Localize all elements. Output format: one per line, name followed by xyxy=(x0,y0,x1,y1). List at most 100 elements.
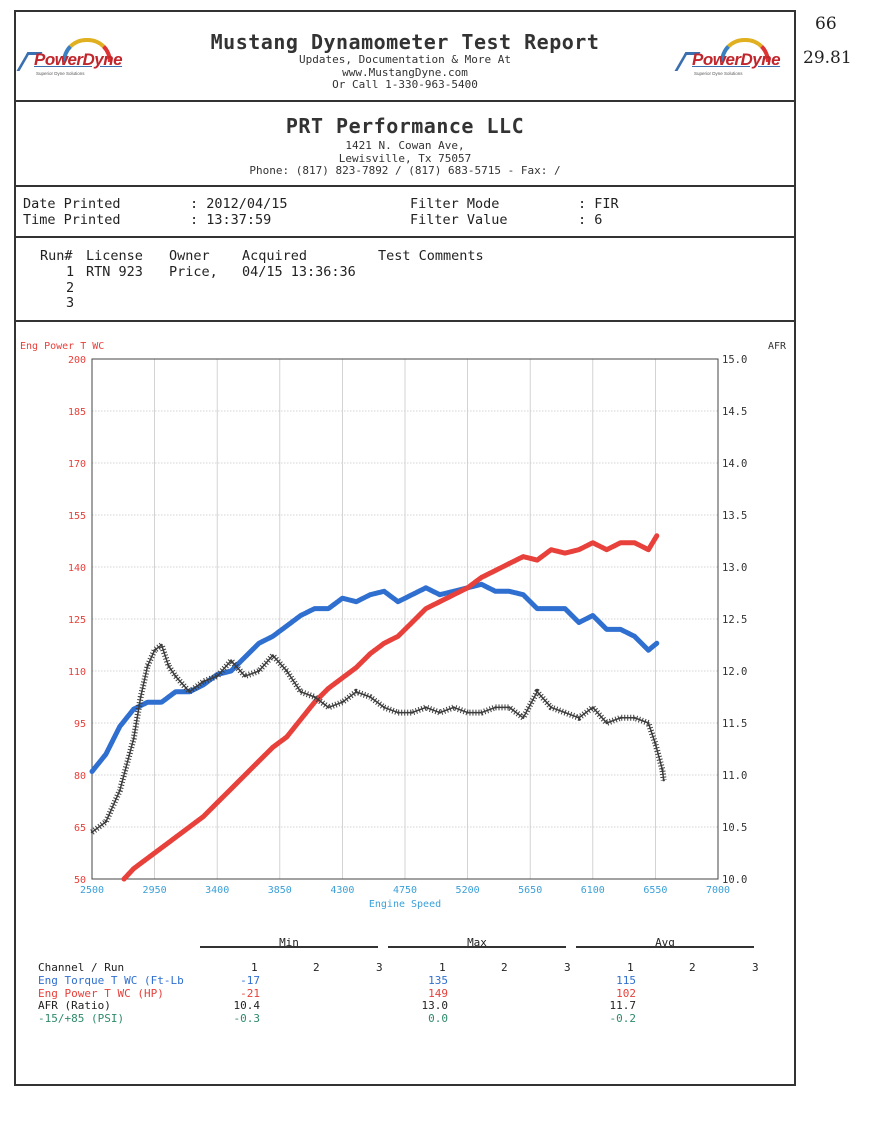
afr-series-point xyxy=(633,716,636,719)
afr-series-point xyxy=(174,675,177,678)
power-series-point xyxy=(508,562,511,565)
header-line-2: www.MustangDyne.com xyxy=(342,65,468,79)
afr-series-point xyxy=(424,706,428,709)
torque-series xyxy=(89,581,660,774)
power-series-point xyxy=(480,576,483,579)
runs-header-license: License xyxy=(86,248,143,264)
runs-header-owner: Owner xyxy=(169,248,210,264)
torque-series-point xyxy=(369,593,372,596)
date-printed-value: : 2012/04/15 xyxy=(190,196,288,212)
x-tick-label: 6550 xyxy=(643,885,667,896)
afr-series-point xyxy=(654,742,657,745)
afr-series-point xyxy=(396,711,400,714)
run-row-2-number: 2 xyxy=(66,280,75,296)
power-series-point xyxy=(452,593,455,596)
shop-name: PRT Performance LLC xyxy=(285,114,525,138)
power-series-point xyxy=(647,548,650,551)
y-left-tick-label: 95 xyxy=(74,719,86,730)
torque-series-point xyxy=(633,635,636,638)
torque-series-point xyxy=(174,690,177,693)
torque-series-point xyxy=(104,753,108,756)
summary-avg-value: 115 xyxy=(616,974,636,987)
torque-series-point xyxy=(396,600,400,603)
shop-address-2: Lewisville, Tx 75057 xyxy=(338,151,472,165)
summary-run-header: 3 xyxy=(564,961,571,974)
run-row-1-acquired: 04/15 13:36:36 xyxy=(242,264,356,280)
torque-series-point xyxy=(327,607,330,610)
afr-series-point xyxy=(410,711,414,714)
right-axis-label: AFR xyxy=(768,341,787,352)
torque-series-point xyxy=(494,590,497,593)
afr-series-point xyxy=(662,779,665,782)
torque-series-point xyxy=(647,649,650,652)
summary-run-header: 3 xyxy=(752,961,759,974)
summary-row-label: Eng Torque T WC (Ft-Lb xyxy=(38,974,184,987)
torque-series-point xyxy=(243,655,247,659)
summary-min-value: -0.3 xyxy=(233,1011,261,1025)
x-tick-label: 4300 xyxy=(330,885,354,896)
y-right-tick-label: 12.5 xyxy=(722,614,747,626)
afr-series-point xyxy=(508,706,511,709)
summary-group-underline xyxy=(576,946,754,948)
y-right-tick-label: 15.0 xyxy=(722,354,747,366)
power-series xyxy=(121,533,660,882)
y-right-tick-label: 13.0 xyxy=(722,562,747,574)
report-title: Mustang Dynamometer Test Report xyxy=(210,30,600,54)
torque-series-point xyxy=(229,669,233,673)
afr-series-point xyxy=(271,654,274,657)
y-left-tick-label: 170 xyxy=(68,459,86,470)
handwritten-note-top: 66 xyxy=(815,14,837,34)
y-left-tick-label: 200 xyxy=(68,355,86,366)
y-right-tick-label: 14.0 xyxy=(722,458,747,470)
date-printed-label: Date Printed xyxy=(23,196,121,212)
afr-series-point xyxy=(216,675,219,678)
summary-run-header: 1 xyxy=(439,961,446,974)
divider-print-info xyxy=(14,236,796,238)
divider-header xyxy=(14,100,796,102)
torque-series-point xyxy=(536,607,539,610)
power-series-point xyxy=(410,621,414,624)
filter-value-value: : 6 xyxy=(578,212,603,228)
y-left-tick-label: 50 xyxy=(74,875,86,886)
summary-max-value: 13.0 xyxy=(421,999,449,1012)
power-series-point xyxy=(160,846,163,849)
x-tick-label: 3850 xyxy=(268,885,292,896)
power-series-point xyxy=(438,600,441,603)
afr-series-point xyxy=(167,664,170,667)
summary-group-underline xyxy=(388,946,566,948)
torque-series-point xyxy=(257,642,261,645)
shop-block: PRT Performance LLC 1421 N. Cowan Ave, L… xyxy=(14,114,796,178)
x-tick-label: 5650 xyxy=(518,885,542,896)
y-right-tick-label: 13.5 xyxy=(722,510,747,522)
run-row-1-owner: Price, xyxy=(169,264,218,280)
afr-series-point xyxy=(661,768,664,771)
run-row-1-number: 1 xyxy=(66,264,75,280)
summary-max-value: 0.0 xyxy=(428,1011,448,1025)
torque-series-point xyxy=(605,628,608,631)
afr-series-point xyxy=(355,690,358,693)
torque-series-point xyxy=(410,593,414,596)
y-left-tick-label: 155 xyxy=(68,511,86,522)
torque-series-point xyxy=(118,725,122,728)
afr-series-point xyxy=(341,701,344,704)
power-series-point xyxy=(229,787,233,791)
run-row-1-license: RTN 923 xyxy=(86,264,143,280)
afr-series-point xyxy=(285,669,288,673)
power-series-point xyxy=(341,676,344,680)
afr-series-point xyxy=(536,690,539,693)
summary-run-header: 3 xyxy=(376,961,383,974)
runs-header-run: Run# xyxy=(40,248,73,264)
afr-series-point xyxy=(549,706,553,709)
x-tick-label: 4750 xyxy=(393,885,417,896)
power-series-point xyxy=(122,877,126,881)
afr-series-point xyxy=(438,711,441,714)
report-frame xyxy=(14,10,796,1086)
y-left-tick-label: 185 xyxy=(68,407,86,418)
power-series-point xyxy=(174,836,177,839)
afr-series-point xyxy=(299,690,302,693)
powerdyne-logo-left: PowerDyne Superior Dyne Solutions xyxy=(16,38,128,78)
summary-row-label: AFR (Ratio) xyxy=(38,999,111,1012)
power-series-point xyxy=(591,541,594,544)
summary-group-underline xyxy=(200,946,378,948)
power-series-point xyxy=(466,586,469,589)
